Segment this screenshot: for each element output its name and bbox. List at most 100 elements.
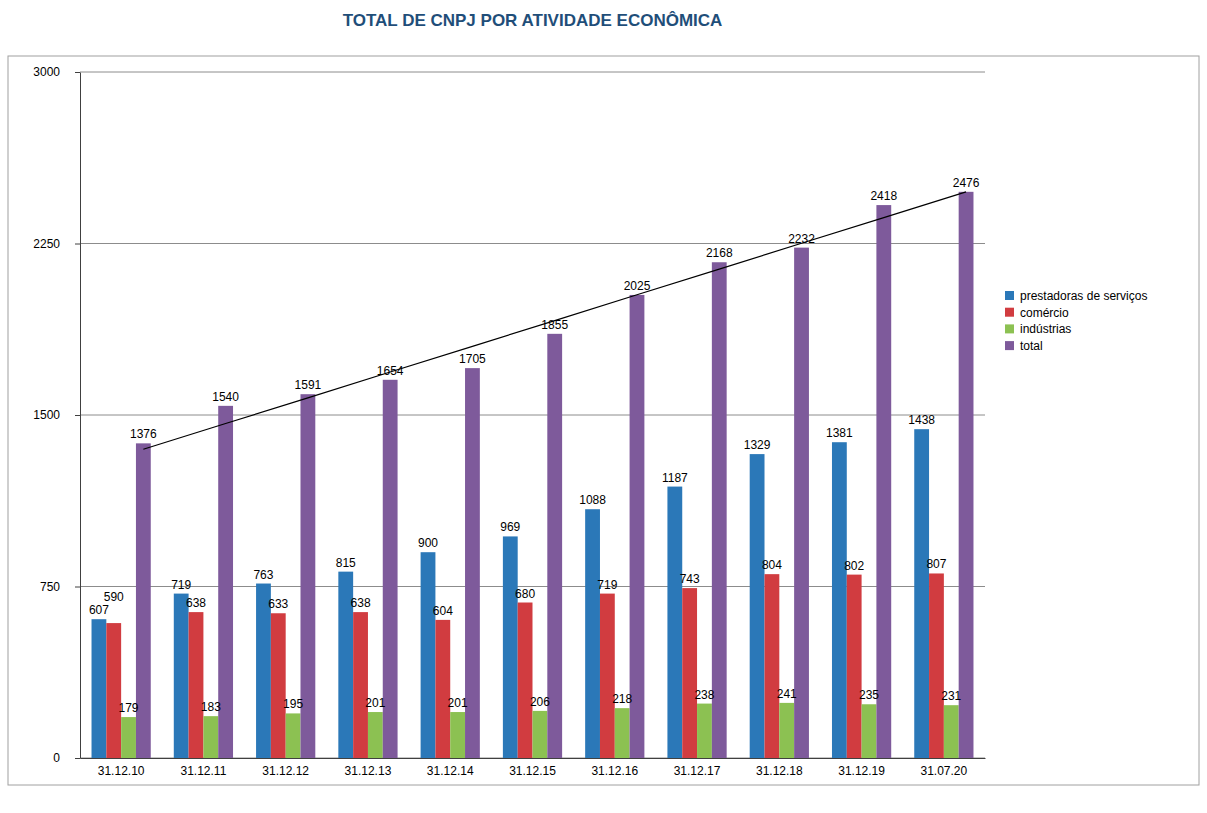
data-label: 1438 [908, 413, 935, 427]
data-label: 1591 [295, 378, 322, 392]
x-tick: 31.12.11 [180, 758, 226, 778]
data-label: 633 [268, 597, 288, 611]
data-label: 195 [283, 697, 303, 711]
legend-item: comércio [1005, 306, 1069, 320]
data-label: 743 [680, 572, 700, 586]
bar [765, 574, 780, 758]
bar [435, 620, 450, 758]
bar [189, 612, 204, 758]
y-tick: 2250 [33, 237, 80, 251]
legend-swatch [1005, 324, 1014, 333]
y-tick: 750 [40, 580, 80, 594]
y-tick-mark [75, 587, 80, 588]
y-tick-mark [75, 415, 80, 416]
data-label: 1654 [377, 364, 404, 378]
bar [533, 711, 548, 758]
x-axis: 31.12.10 31.12.11 31.12.12 31.12.13 31.12.14… [81, 758, 986, 778]
x-tick-label: 31.12.18 [756, 764, 803, 778]
data-label: 807 [926, 557, 946, 571]
x-tick-label: 31.12.15 [509, 764, 556, 778]
data-label: 2232 [788, 232, 815, 246]
bar [174, 594, 189, 758]
data-label: 1088 [579, 493, 606, 507]
bar [682, 588, 697, 758]
data-label: 1540 [212, 390, 239, 404]
bar [286, 713, 301, 758]
y-tick-label: 3000 [33, 65, 60, 79]
data-label: 2025 [624, 279, 651, 293]
y-tick: 1500 [33, 408, 80, 422]
legend-swatch [1005, 291, 1014, 300]
x-axis-line [81, 758, 986, 759]
x-tick: 31.07.20 [921, 758, 968, 778]
data-label: 719 [597, 578, 617, 592]
x-tick: 31.12.18 [756, 758, 803, 778]
x-tick: 31.12.19 [838, 758, 885, 778]
x-tick: 31.12.10 [98, 758, 145, 778]
bar [353, 612, 368, 758]
data-label: 900 [418, 536, 438, 550]
x-tick: 31.12.14 [427, 758, 474, 778]
bar [862, 704, 877, 758]
y-tick-label: 1500 [33, 408, 60, 422]
data-label: 1855 [541, 318, 568, 332]
bar [779, 703, 794, 758]
bar [712, 262, 727, 758]
grid [80, 72, 985, 758]
data-label: 804 [762, 558, 782, 572]
data-label: 719 [171, 578, 191, 592]
y-tick-mark [75, 758, 80, 759]
x-tick: 31.12.15 [509, 758, 556, 778]
marks [92, 192, 974, 758]
bar [914, 429, 929, 758]
data-label: 2168 [706, 246, 733, 260]
legend-item: indústrias [1005, 322, 1071, 336]
bar [585, 509, 600, 758]
bar [92, 619, 107, 758]
x-tick-label: 31.12.12 [262, 764, 309, 778]
bar [518, 603, 533, 758]
legend-label: prestadoras de serviços [1020, 289, 1147, 303]
x-tick: 31.12.13 [345, 758, 392, 778]
data-label: 241 [777, 687, 797, 701]
bar [959, 192, 974, 758]
data-label: 231 [941, 689, 961, 703]
data-label: 218 [612, 692, 632, 706]
bar [847, 575, 862, 758]
legend-label: total [1020, 339, 1043, 353]
bar [421, 552, 436, 758]
y-tick-label: 750 [40, 580, 60, 594]
bar [832, 442, 847, 758]
legend-item: prestadoras de serviços [1005, 289, 1147, 303]
data-label: 604 [433, 604, 453, 618]
bar [630, 295, 645, 758]
bar [600, 594, 615, 758]
bar [929, 573, 944, 758]
x-tick-label: 31.07.20 [921, 764, 968, 778]
data-label: 1329 [744, 438, 771, 452]
data-label: 238 [694, 688, 714, 702]
x-tick-label: 31.12.10 [98, 764, 145, 778]
x-tick-label: 31.12.13 [345, 764, 392, 778]
x-tick-label: 31.12.16 [591, 764, 638, 778]
data-labels: 6077197638159009691088118713291381143859… [89, 176, 980, 715]
x-tick-label: 31.12.14 [427, 764, 474, 778]
x-tick: 31.12.12 [262, 758, 309, 778]
bar [876, 205, 891, 758]
legend-swatch [1005, 308, 1014, 317]
y-axis-line [80, 73, 81, 759]
bar [203, 716, 218, 758]
data-label: 590 [104, 590, 124, 604]
data-label: 1705 [459, 352, 486, 366]
bar [615, 708, 630, 758]
bar [121, 717, 136, 758]
legend-swatch [1005, 341, 1014, 350]
y-tick-label: 0 [53, 751, 60, 765]
plot-area: 0 750 1500 2250 3000 31.12.10 31.12.11 31.12.12… [33, 65, 985, 778]
data-label: 1187 [662, 471, 688, 485]
y-tick-mark [75, 244, 80, 245]
x-tick-label: 31.12.19 [838, 764, 885, 778]
legend-label: comércio [1020, 306, 1069, 320]
x-tick: 31.12.16 [591, 758, 638, 778]
legend-item: total [1005, 339, 1043, 353]
